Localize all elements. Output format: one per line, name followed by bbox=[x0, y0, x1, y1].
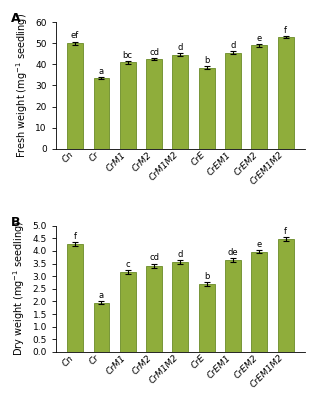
Text: e: e bbox=[257, 34, 262, 43]
Text: f: f bbox=[74, 232, 76, 241]
Text: A: A bbox=[11, 12, 21, 25]
Text: a: a bbox=[99, 291, 104, 300]
Bar bbox=[67, 43, 83, 149]
Bar bbox=[146, 59, 162, 149]
Bar bbox=[67, 244, 83, 352]
Bar bbox=[199, 68, 215, 149]
Text: bc: bc bbox=[123, 51, 133, 60]
Text: b: b bbox=[204, 56, 210, 65]
Bar bbox=[146, 265, 162, 352]
Bar bbox=[199, 284, 215, 352]
Y-axis label: Dry weight (mg$^{-1}$ seedling): Dry weight (mg$^{-1}$ seedling) bbox=[11, 221, 27, 356]
Bar bbox=[94, 78, 109, 149]
Text: b: b bbox=[204, 272, 210, 282]
Bar bbox=[225, 53, 241, 149]
Text: f: f bbox=[284, 26, 287, 34]
Text: cd: cd bbox=[149, 253, 159, 263]
Bar bbox=[252, 45, 267, 149]
Text: f: f bbox=[284, 227, 287, 237]
Bar bbox=[278, 239, 294, 352]
Bar bbox=[173, 262, 188, 352]
Text: a: a bbox=[99, 67, 104, 76]
Text: e: e bbox=[257, 240, 262, 249]
Bar bbox=[94, 303, 109, 352]
Text: B: B bbox=[11, 215, 21, 229]
Text: de: de bbox=[228, 248, 238, 257]
Text: d: d bbox=[178, 43, 183, 52]
Bar bbox=[225, 260, 241, 352]
Bar bbox=[252, 252, 267, 352]
Text: d: d bbox=[178, 251, 183, 259]
Bar bbox=[120, 62, 136, 149]
Bar bbox=[278, 37, 294, 149]
Bar bbox=[120, 272, 136, 352]
Bar bbox=[173, 55, 188, 149]
Text: cd: cd bbox=[149, 48, 159, 57]
Text: c: c bbox=[125, 260, 130, 269]
Y-axis label: Fresh weight (mg$^{-1}$ seedling): Fresh weight (mg$^{-1}$ seedling) bbox=[14, 13, 30, 158]
Text: d: d bbox=[230, 41, 236, 50]
Text: ef: ef bbox=[71, 31, 79, 41]
